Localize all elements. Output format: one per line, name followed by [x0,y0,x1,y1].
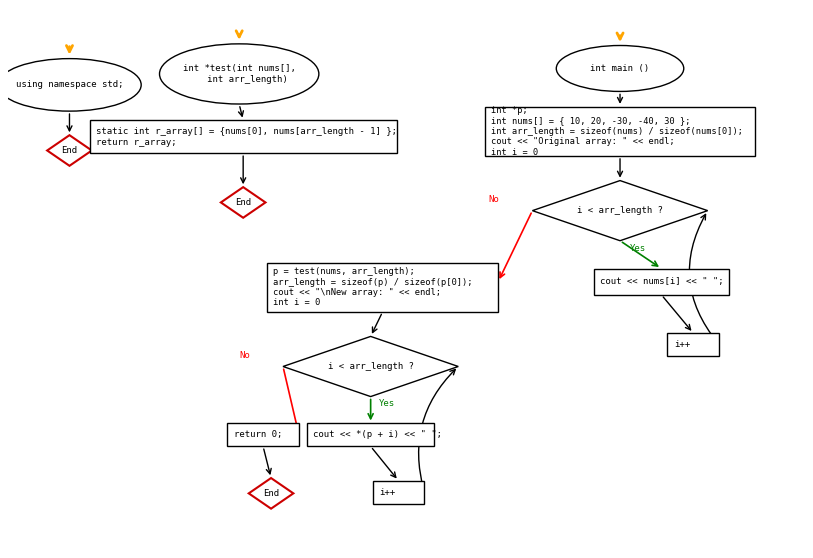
Bar [593,268,729,295]
Text: Yes: Yes [629,243,646,253]
Polygon shape [283,336,459,397]
Text: return 0;: return 0; [233,430,282,439]
Bar [372,481,424,504]
Bar [228,424,299,446]
Bar [307,424,434,446]
Text: End: End [62,146,77,155]
Text: p = test(nums, arr_length);
arr_length = sizeof(p) / sizeof(p[0]);
cout << "\nNe: p = test(nums, arr_length); arr_length =… [273,267,473,307]
Ellipse shape [159,44,319,104]
Bar [667,333,720,356]
Text: No: No [239,352,250,360]
Text: Yes: Yes [379,400,395,408]
Text: i < arr_length ?: i < arr_length ? [577,206,663,215]
Text: cout << *(p + i) << " ";: cout << *(p + i) << " "; [313,430,442,439]
Bar [267,263,498,312]
Ellipse shape [0,59,141,111]
Text: using namespace std;: using namespace std; [15,80,124,89]
Text: int *p;
int nums[] = { 10, 20, -30, -40, 30 };
int arr_length = sizeof(nums) / s: int *p; int nums[] = { 10, 20, -30, -40,… [491,106,743,157]
Text: i++: i++ [379,488,395,497]
Text: cout << nums[i] << " ";: cout << nums[i] << " "; [600,277,724,286]
Text: i++: i++ [674,340,690,349]
Ellipse shape [556,46,684,92]
Polygon shape [249,478,293,509]
Text: int main (): int main () [590,64,650,73]
Polygon shape [221,187,266,218]
Text: i < arr_length ?: i < arr_length ? [328,362,414,371]
Text: int *test(int nums[],
   int arr_length): int *test(int nums[], int arr_length) [183,64,296,84]
Polygon shape [533,181,707,240]
Text: No: No [489,195,499,204]
Bar [89,121,397,153]
Bar [485,107,755,156]
Text: static int r_array[] = {nums[0], nums[arr_length - 1] };
return r_array;: static int r_array[] = {nums[0], nums[ar… [96,127,398,147]
Text: End: End [263,489,279,498]
Text: End: End [235,198,251,207]
Polygon shape [47,135,92,166]
